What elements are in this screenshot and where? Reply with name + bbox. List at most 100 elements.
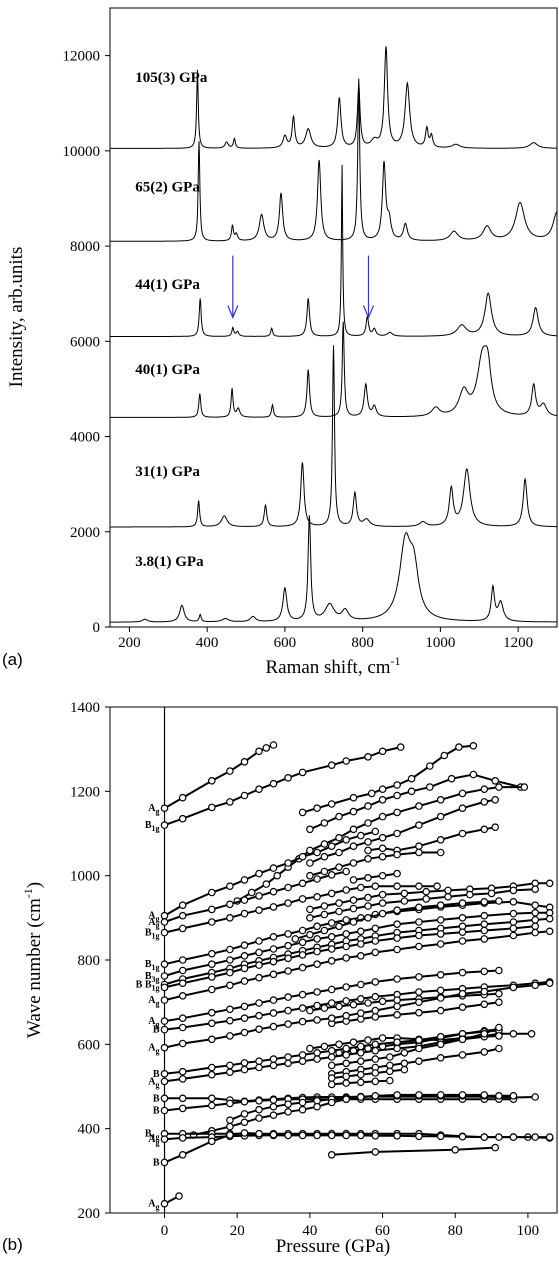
data-point — [400, 889, 409, 898]
data-point — [480, 1133, 489, 1141]
y-tick-label: 10000 — [63, 144, 101, 160]
data-point — [436, 970, 445, 979]
data-point — [226, 1099, 234, 1108]
mode-line — [164, 900, 550, 966]
data-point — [531, 908, 540, 917]
mode-series — [160, 978, 554, 1034]
data-point — [226, 981, 234, 990]
data-point — [306, 871, 314, 880]
data-point — [327, 1061, 336, 1070]
data-point — [356, 831, 365, 840]
data-point — [378, 1034, 387, 1042]
data-point — [531, 901, 540, 910]
data-point — [255, 961, 263, 969]
data-point — [327, 985, 336, 994]
data-point — [298, 808, 307, 817]
data-point — [313, 935, 321, 943]
data-point — [469, 770, 478, 779]
data-point — [371, 924, 380, 933]
data-point — [415, 998, 423, 1007]
x-tick-label: 80 — [448, 1223, 463, 1239]
mode-series — [349, 869, 401, 884]
data-point — [458, 899, 467, 907]
mode-series — [160, 966, 503, 1025]
x-tick-label: 40 — [302, 1223, 317, 1239]
data-point — [393, 906, 401, 915]
data-point — [240, 1110, 249, 1118]
data-point — [491, 823, 500, 832]
data-point — [436, 812, 445, 821]
data-point — [444, 886, 452, 895]
mode-series — [160, 979, 554, 1052]
data-point — [178, 979, 187, 988]
data-point — [495, 989, 503, 998]
mode-line — [164, 911, 550, 977]
data-point — [356, 994, 365, 1003]
mode-symmetry-label: Ag — [148, 1043, 159, 1056]
mode-symmetry-label: Ag — [148, 1134, 159, 1147]
data-point — [356, 980, 365, 989]
data-point — [415, 1132, 423, 1141]
data-point — [298, 926, 307, 935]
spectrum-pressure-label: 44(1) GPa — [135, 277, 200, 293]
data-point — [306, 905, 314, 914]
pressure-y-axis-title: Wave number (cm-1) — [21, 882, 45, 1038]
data-point — [458, 989, 467, 998]
data-point — [335, 1002, 343, 1011]
data-point — [178, 1039, 187, 1048]
y-tick-label: 6000 — [70, 334, 100, 350]
x-tick-label: 1200 — [503, 635, 533, 651]
data-point — [298, 938, 307, 947]
data-point — [378, 852, 387, 861]
data-point — [458, 829, 467, 838]
data-point — [480, 897, 489, 906]
mode-symmetry-label: B1g — [145, 928, 160, 941]
data-point — [400, 1065, 409, 1074]
data-point — [327, 1080, 336, 1089]
data-point — [255, 937, 263, 945]
data-point — [269, 1055, 278, 1063]
data-point — [306, 859, 314, 867]
data-point — [415, 973, 423, 981]
data-point — [284, 773, 292, 782]
data-point — [298, 1004, 307, 1012]
data-point — [284, 1108, 292, 1116]
data-point — [327, 932, 336, 941]
data-point — [160, 911, 169, 920]
mode-symmetry-label: B — [153, 1093, 160, 1104]
data-point — [178, 956, 187, 964]
mode-series — [160, 1129, 278, 1167]
data-point — [455, 743, 463, 751]
data-point — [451, 1146, 460, 1154]
data-point — [313, 875, 321, 883]
data-point — [436, 1054, 445, 1062]
y-tick-label: 1200 — [70, 784, 100, 800]
data-point — [240, 1014, 249, 1023]
data-point — [335, 863, 343, 872]
data-point — [255, 1129, 263, 1138]
data-point — [298, 1057, 307, 1066]
data-point — [364, 838, 372, 846]
mode-symmetry-label: Ag — [148, 1199, 159, 1212]
data-point — [306, 913, 314, 922]
data-point — [226, 1005, 234, 1014]
data-point — [255, 1063, 263, 1072]
data-point — [178, 911, 187, 920]
data-point — [371, 1006, 380, 1015]
data-point — [393, 920, 401, 929]
data-point — [160, 918, 169, 926]
data-point — [178, 1151, 187, 1159]
data-point — [364, 802, 372, 810]
data-point — [208, 918, 216, 926]
data-point — [342, 867, 351, 876]
raman-x-axis-title: Raman shift, cm-1 — [265, 654, 400, 678]
data-point — [509, 931, 518, 940]
data-point — [371, 827, 380, 836]
data-point — [342, 930, 351, 938]
data-point — [320, 902, 329, 910]
raman-spectra-panel: 3.8(1) GPa 31(1) GPa 40(1) GPa 44(1) GPa 65(… — [2, 7, 558, 678]
data-point — [378, 871, 387, 880]
data-point — [415, 931, 423, 940]
data-point — [385, 1076, 394, 1085]
